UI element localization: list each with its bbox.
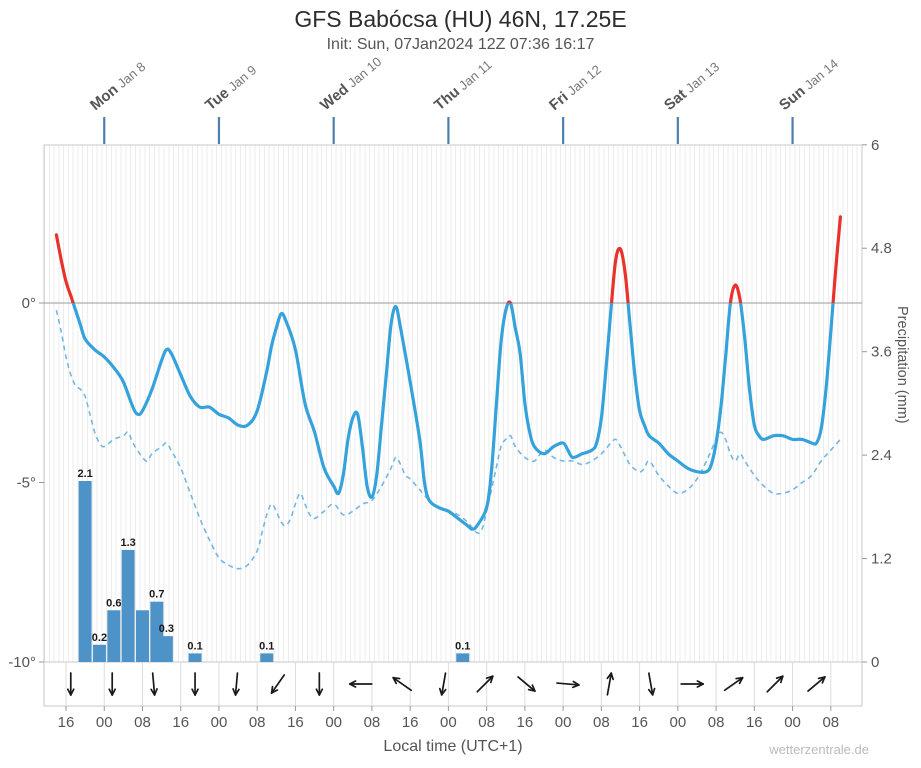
- x-tick-label: 00: [325, 714, 342, 731]
- x-tick-label: 08: [708, 714, 725, 731]
- wind-arrow-icon: [150, 672, 158, 696]
- x-tick-label: 00: [669, 714, 686, 731]
- y-left-tick-label: 0°: [22, 295, 36, 312]
- x-tick-label: 16: [287, 714, 304, 731]
- wind-arrow-icon: [723, 676, 744, 692]
- x-tick-label: 00: [96, 714, 113, 731]
- precip-bar: [78, 480, 92, 662]
- x-tick-label: 08: [593, 714, 610, 731]
- precip-bar: [456, 653, 470, 662]
- precip-bar-label: 1.3: [120, 537, 135, 549]
- wind-arrow-icon: [438, 672, 447, 696]
- wind-arrow-icon: [108, 672, 117, 696]
- wind-arrow-icon: [766, 675, 784, 693]
- x-tick-label: 08: [249, 714, 266, 731]
- wind-arrow-icon: [191, 672, 199, 696]
- wind-arrow-icon: [680, 680, 705, 688]
- x-tick-label: 16: [631, 714, 648, 731]
- precip-bar-label: 0.2: [92, 632, 107, 644]
- x-tick-label: 00: [555, 714, 572, 731]
- wind-arrow-icon: [476, 675, 494, 693]
- x-tick-label: 16: [517, 714, 534, 731]
- temp-line: [71, 303, 835, 531]
- plot-frame: [43, 144, 863, 707]
- y2-axis-title: Precipitation (mm): [894, 306, 910, 424]
- wind-arrow-icon: [270, 674, 286, 694]
- x-tick-label: 00: [440, 714, 457, 731]
- precip-bar: [260, 653, 274, 662]
- hour-gridlines: [44, 145, 862, 662]
- precip-bar: [135, 610, 149, 662]
- wind-arrow-icon: [232, 672, 240, 696]
- precip-bar-label: 0.7: [149, 589, 164, 601]
- x-tick-label: 16: [58, 714, 75, 731]
- precip-bar: [188, 653, 202, 662]
- wind-arrow-icon: [66, 672, 75, 696]
- precip-bar-label: 0.6: [106, 597, 121, 609]
- y-right-tick-label: 4.8: [871, 240, 892, 257]
- x-tick-label: 16: [172, 714, 189, 731]
- precip-bar-label: 0.3: [159, 623, 174, 635]
- x-tick-label: 00: [784, 714, 801, 731]
- precip-bar: [92, 644, 106, 662]
- y-right-tick-label: 6: [871, 137, 879, 154]
- x-tick-label: 08: [822, 714, 839, 731]
- chart-title: GFS Babócsa (HU) 46N, 17.25E: [294, 6, 627, 32]
- wind-arrow-icon: [517, 676, 536, 692]
- precip-bar: [107, 610, 121, 662]
- x-tick-label: 08: [478, 714, 495, 731]
- chart-subtitle: Init: Sun, 07Jan2024 12Z 07:36 16:17: [326, 36, 595, 53]
- y-right-tick-label: 3.6: [871, 344, 892, 361]
- x-tick-label: 08: [364, 714, 381, 731]
- wind-arrow-icon: [348, 680, 373, 688]
- wind-arrow-icon: [556, 680, 580, 689]
- precip-bar: [121, 549, 135, 662]
- precip-bar: [159, 636, 173, 662]
- precip-bar-label: 2.1: [77, 468, 92, 480]
- wind-arrow-icon: [647, 672, 656, 696]
- precip-bar-label: 0.1: [259, 640, 274, 652]
- y-right-tick-label: 0: [871, 654, 879, 671]
- y-left-tick-label: -5°: [17, 475, 36, 492]
- x-tick-label: 16: [746, 714, 763, 731]
- precip-bar-label: 0.1: [187, 640, 202, 652]
- x-tick-label: 00: [211, 714, 228, 731]
- x-axis-title: Local time (UTC+1): [383, 738, 523, 755]
- precip-bar-label: 0.1: [455, 640, 470, 652]
- x-tick-label: 16: [402, 714, 419, 731]
- y-right-tick-label: 1.2: [871, 551, 892, 568]
- wind-arrow-icon: [606, 672, 614, 696]
- dewpoint-line: [55, 310, 841, 570]
- wind-arrow-icon: [315, 672, 324, 696]
- wind-arrow-icon: [392, 676, 413, 692]
- wind-arrow-icon: [807, 676, 826, 692]
- y-left-tick-label: -10°: [8, 654, 36, 671]
- watermark: wetterzentrale.de: [769, 742, 869, 757]
- x-tick-label: 08: [134, 714, 151, 731]
- y-right-tick-label: 2.4: [871, 447, 892, 464]
